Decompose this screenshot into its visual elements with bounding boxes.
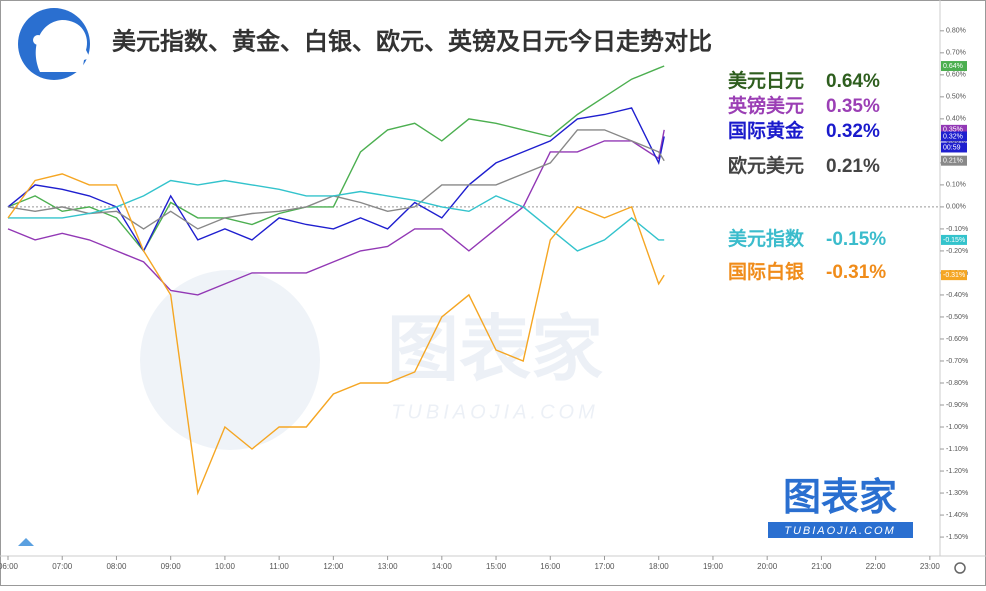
y-tick-label: -0.90% xyxy=(946,402,968,409)
legend-value: -0.15% xyxy=(826,229,886,250)
series-line xyxy=(7,65,665,253)
countdown: 00:59 xyxy=(943,144,961,151)
axis-tag xyxy=(941,124,967,135)
x-tick-label: 15:00 xyxy=(486,562,507,571)
x-tick-label: 09:00 xyxy=(161,562,182,571)
axis-tag xyxy=(941,234,967,245)
legend-value: 0.35% xyxy=(826,96,880,117)
series-line xyxy=(8,179,665,252)
legend-name: 欧元美元 xyxy=(728,154,804,177)
legend-value: 0.64% xyxy=(826,71,880,92)
brand: 图表家 xyxy=(783,477,897,519)
y-tick-label: -0.60% xyxy=(946,336,968,343)
x-tick-label: 06:00 xyxy=(0,562,19,571)
y-tick-label: -1.10% xyxy=(946,446,968,453)
brand-sub: TUBIAOJIA.COM xyxy=(784,525,896,537)
x-tick-label: 19:00 xyxy=(703,562,724,571)
x-tick-label: 13:00 xyxy=(378,562,399,571)
tv-icon xyxy=(18,538,34,546)
x-tick-label: 18:00 xyxy=(649,562,670,571)
legend-name: 美元指数 xyxy=(728,227,805,250)
axis-tag-label: -0.31% xyxy=(943,272,965,279)
logo xyxy=(18,8,90,80)
x-tick-label: 20:00 xyxy=(757,562,778,571)
y-tick-label: -0.70% xyxy=(946,358,968,365)
y-tick-label: 0.00% xyxy=(946,204,966,211)
watermark-sub: TUBIAOJIA.COM xyxy=(391,401,599,423)
y-tick-label: 0.60% xyxy=(946,72,966,79)
legend-name: 国际白银 xyxy=(728,260,805,283)
watermark: 图表家 xyxy=(387,310,603,390)
y-tick-label: -1.50% xyxy=(946,534,968,541)
x-tick-label: 23:00 xyxy=(920,562,941,571)
y-tick-label: -0.40% xyxy=(946,292,968,299)
chart-title: 美元指数、黄金、白银、欧元、英镑及日元今日走势对比 xyxy=(112,27,712,55)
x-tick-label: 11:00 xyxy=(269,562,289,571)
y-tick-label: -1.00% xyxy=(946,424,968,431)
x-tick-label: 17:00 xyxy=(594,562,615,571)
axis-tag xyxy=(941,270,967,281)
series-line xyxy=(7,129,665,230)
y-tick-label: 0.80% xyxy=(946,28,966,35)
legend-value: 0.21% xyxy=(826,156,880,177)
axis-tag-label: -0.15% xyxy=(943,237,965,244)
axis-tag xyxy=(941,131,967,142)
x-tick-label: 16:00 xyxy=(540,562,561,571)
brand-bar xyxy=(768,522,913,538)
axis-tag-label: 0.64% xyxy=(943,63,963,70)
legend-name: 英镑美元 xyxy=(728,94,804,117)
y-tick-label: -0.50% xyxy=(946,314,968,321)
y-tick-label: -0.20% xyxy=(946,248,968,255)
axis-tag xyxy=(941,155,967,166)
x-tick-label: 12:00 xyxy=(323,562,344,571)
axis-tag-label: 0.21% xyxy=(943,158,963,165)
y-tick-label: 0.50% xyxy=(946,94,966,101)
y-tick-label: -1.40% xyxy=(946,512,968,519)
axis-tag-label: 0.32% xyxy=(943,133,963,140)
x-tick-label: 07:00 xyxy=(52,562,73,571)
y-tick-label: 0.70% xyxy=(946,50,966,57)
legend-name: 国际黄金 xyxy=(728,119,805,142)
settings-icon[interactable] xyxy=(954,562,966,574)
x-tick-label: 22:00 xyxy=(866,562,887,571)
y-tick-label: 0.40% xyxy=(946,116,966,123)
y-tick-label: -0.10% xyxy=(946,226,968,233)
countdown-tag xyxy=(941,142,967,153)
legend-value: 0.32% xyxy=(826,121,880,142)
y-tick-label: -0.80% xyxy=(946,380,968,387)
watermark-logo xyxy=(140,270,320,450)
y-tick-label: 0.10% xyxy=(946,182,966,189)
series-line xyxy=(7,129,665,296)
x-tick-label: 10:00 xyxy=(215,562,236,571)
y-tick-label: -1.20% xyxy=(946,468,968,475)
legend-value: -0.31% xyxy=(826,262,886,283)
series-line xyxy=(7,173,665,496)
axis-tag xyxy=(941,61,967,72)
x-tick-label: 14:00 xyxy=(432,562,453,571)
x-tick-label: 08:00 xyxy=(106,562,127,571)
axis-tag-label: 0.35% xyxy=(943,127,963,134)
y-tick-label: -1.30% xyxy=(946,490,968,497)
legend-name: 美元日元 xyxy=(728,69,804,92)
x-tick-label: 21:00 xyxy=(811,562,832,571)
